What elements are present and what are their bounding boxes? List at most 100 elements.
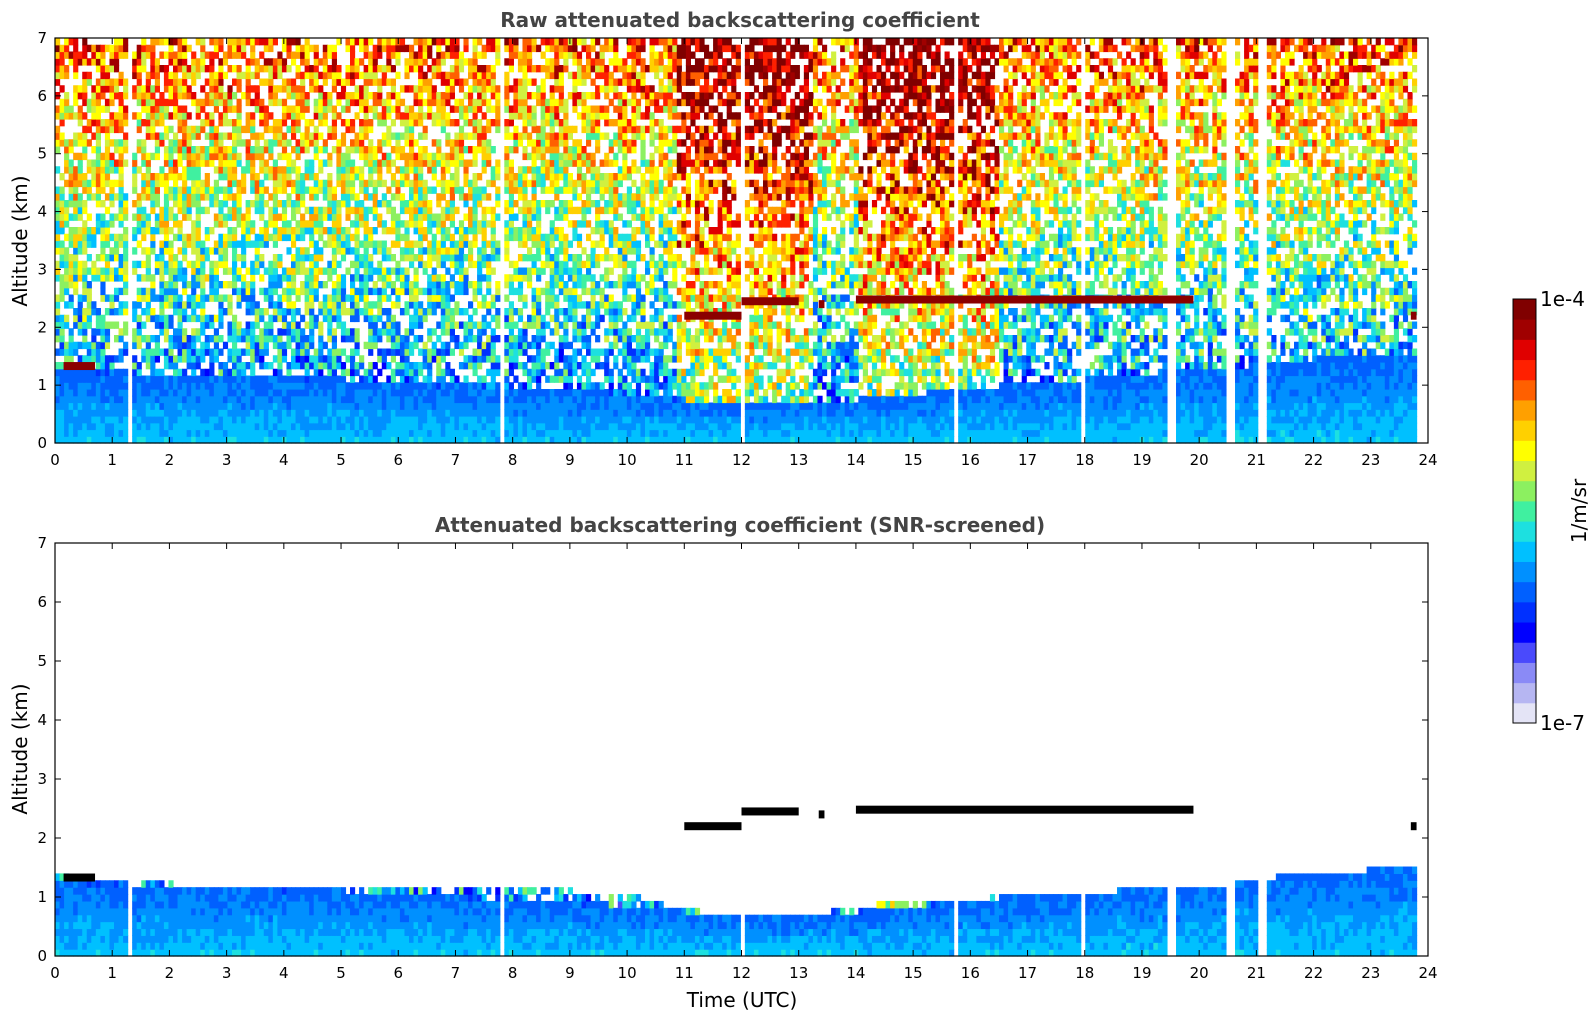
top-heatmap-cell: [536, 402, 542, 410]
top-heatmap-cell: [536, 166, 542, 174]
top-heatmap-cell: [558, 186, 564, 194]
top-heatmap-cell: [109, 152, 115, 161]
top-heatmap-cell: [95, 395, 101, 404]
top-heatmap-cell: [168, 240, 174, 248]
top-heatmap-cell: [377, 382, 383, 390]
top-heatmap-cell: [354, 335, 360, 343]
top-heatmap-cell: [73, 382, 79, 390]
top-heatmap-cell: [95, 92, 101, 100]
top-heatmap-cell: [359, 85, 365, 93]
top-heatmap-cell: [55, 301, 61, 309]
top-heatmap-cell: [191, 409, 197, 417]
top-heatmap-cell: [168, 436, 174, 444]
top-heatmap-cell: [440, 119, 446, 127]
top-heatmap-cell: [395, 227, 401, 235]
top-heatmap-cell: [350, 166, 356, 174]
top-heatmap-cell: [241, 409, 247, 417]
top-heatmap-cell: [159, 267, 165, 275]
top-heatmap-cell: [55, 416, 61, 424]
top-heatmap-cell: [545, 395, 551, 404]
top-heatmap-cell: [77, 294, 83, 302]
top-heatmap-cell: [268, 321, 274, 329]
top-heatmap-cell: [236, 254, 242, 262]
top-heatmap-cell: [277, 308, 283, 316]
top-heatmap-cell: [295, 38, 301, 46]
top-heatmap-cell: [77, 422, 83, 431]
top-heatmap-cell: [73, 260, 79, 269]
top-heatmap-cell: [295, 287, 301, 296]
top-heatmap-cell: [517, 132, 524, 140]
top-heatmap-cell: [295, 220, 301, 228]
top-heatmap-cell: [77, 105, 83, 113]
top-heatmap-cell: [200, 44, 206, 53]
top-heatmap-cell: [413, 38, 419, 46]
top-heatmap-cell: [390, 51, 396, 59]
top-heatmap-cell: [236, 186, 242, 194]
top-heatmap-cell: [159, 308, 165, 316]
top-heatmap-cell: [409, 112, 415, 120]
top-heatmap-cell: [123, 402, 129, 410]
top-heatmap-cell: [504, 58, 510, 66]
top-heatmap-cell: [86, 389, 92, 397]
top-heatmap-cell: [109, 416, 115, 424]
top-heatmap-cell: [331, 58, 337, 66]
top-heatmap-cell: [404, 58, 410, 66]
top-heatmap-cell: [272, 436, 278, 444]
top-heatmap-cell: [195, 429, 201, 437]
top-heatmap-cell: [427, 294, 433, 302]
top-heatmap-cell: [554, 402, 560, 410]
top-heatmap-cell: [508, 38, 514, 46]
top-heatmap-cell: [318, 166, 324, 174]
top-heatmap-cell: [350, 247, 356, 255]
top-heatmap-cell: [454, 375, 460, 383]
top-heatmap-cell: [517, 287, 524, 296]
top-heatmap-cell: [272, 254, 278, 262]
top-heatmap-cell: [558, 139, 564, 147]
top-heatmap-cell: [540, 146, 546, 154]
top-heatmap-cell: [86, 409, 92, 417]
top-heatmap-cell: [527, 92, 533, 100]
top-heatmap-cell: [286, 328, 292, 336]
top-heatmap-cell: [236, 294, 242, 302]
top-heatmap-cell: [286, 335, 292, 343]
top-heatmap-cell: [418, 395, 424, 404]
top-heatmap-cell: [168, 247, 174, 255]
top-heatmap-cell: [431, 71, 437, 80]
top-heatmap-cell: [504, 321, 510, 329]
top-heatmap-cell: [173, 254, 179, 262]
top-heatmap-cell: [250, 281, 256, 289]
top-heatmap-cell: [195, 125, 201, 134]
top-heatmap-cell: [440, 422, 446, 431]
top-heatmap-cell: [372, 58, 378, 66]
top-heatmap-cell: [114, 335, 120, 343]
top-heatmap-cell: [114, 125, 120, 134]
top-heatmap-cell: [123, 301, 129, 309]
top-heatmap-cell: [386, 382, 392, 390]
top-heatmap-cell: [540, 92, 546, 100]
top-heatmap-cell: [168, 382, 174, 390]
top-heatmap-cell: [390, 173, 396, 181]
top-heatmap-cell: [377, 220, 383, 228]
top-heatmap-cell: [204, 314, 210, 323]
top-heatmap-cell: [458, 139, 465, 147]
top-heatmap-cell: [322, 186, 328, 194]
top-heatmap-cell: [336, 389, 342, 397]
top-heatmap-cell: [495, 308, 501, 316]
top-heatmap-cell: [68, 193, 74, 201]
top-heatmap-cell: [558, 368, 564, 377]
top-heatmap-cell: [268, 233, 274, 242]
top-heatmap-cell: [413, 139, 419, 147]
top-heatmap-cell: [404, 179, 410, 188]
top-heatmap-cell: [440, 92, 446, 100]
top-heatmap-cell: [213, 51, 219, 59]
top-heatmap-cell: [368, 267, 374, 275]
top-heatmap-cell: [200, 51, 206, 59]
top-heatmap-cell: [218, 348, 224, 356]
top-heatmap-cell: [309, 436, 315, 444]
top-heatmap-cell: [513, 274, 519, 282]
top-heatmap-cell: [368, 254, 374, 262]
top-heatmap-cell: [227, 92, 233, 100]
top-heatmap-cell: [227, 355, 233, 363]
top-heatmap-cell: [182, 112, 188, 120]
top-heatmap-cell: [177, 395, 183, 404]
